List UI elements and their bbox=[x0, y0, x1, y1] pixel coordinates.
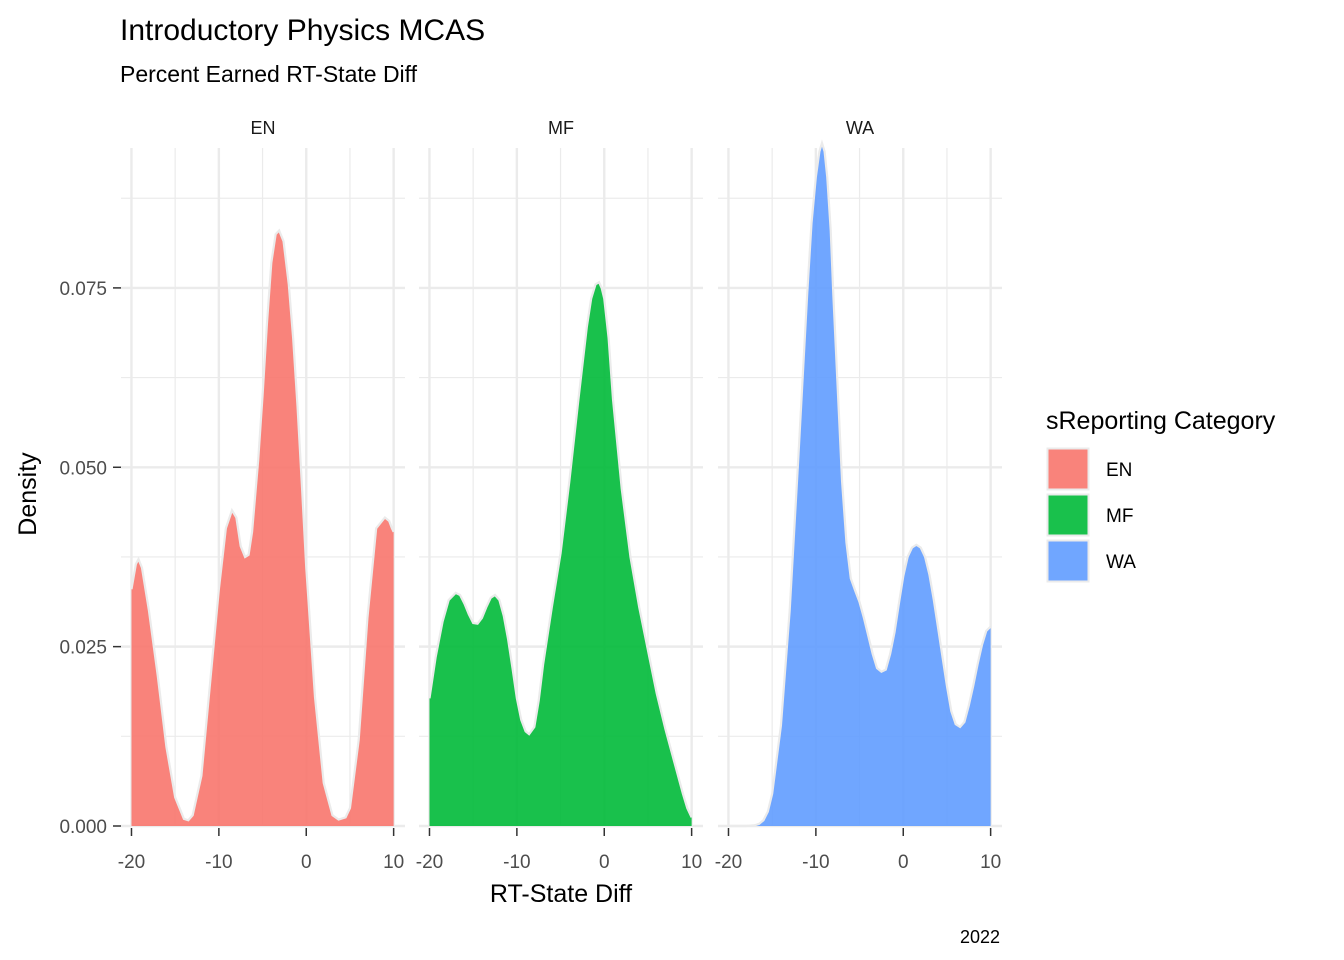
density-outline-en bbox=[130, 228, 395, 822]
density-outline-wa bbox=[728, 139, 992, 828]
legend-title: sReporting Category bbox=[1046, 407, 1276, 435]
chart-title: Introductory Physics MCAS bbox=[120, 14, 485, 47]
facet-panel-mf: MF -20 -10 0 10 bbox=[416, 118, 703, 873]
x-tick-label: 10 bbox=[383, 852, 404, 873]
legend-key-wa bbox=[1046, 539, 1090, 583]
y-tick-label: 0.025 bbox=[59, 638, 107, 659]
x-tick-label: 10 bbox=[681, 852, 702, 873]
x-tick-label: 0 bbox=[301, 852, 312, 873]
y-tick-label: 0.000 bbox=[59, 817, 107, 838]
x-tick-label: 0 bbox=[599, 852, 610, 873]
chart-subtitle: Percent Earned RT-State Diff bbox=[120, 61, 418, 87]
y-axis: 0.000 0.025 0.050 0.075 bbox=[59, 279, 121, 838]
x-tick-label: 0 bbox=[898, 852, 909, 873]
x-tick-label: -20 bbox=[118, 852, 145, 873]
x-tick-label: -10 bbox=[802, 852, 829, 873]
density-area-wa bbox=[728, 142, 991, 827]
x-tick-label: -10 bbox=[205, 852, 232, 873]
facet-strip-label: EN bbox=[250, 118, 275, 138]
legend-key-en bbox=[1046, 447, 1090, 491]
y-axis-label: Density bbox=[14, 452, 42, 536]
facet-strip-label: WA bbox=[846, 118, 874, 138]
x-tick-label: -20 bbox=[416, 852, 443, 873]
legend-label-en: EN bbox=[1106, 460, 1132, 481]
density-area-en bbox=[131, 230, 394, 826]
legend-label-wa: WA bbox=[1106, 552, 1136, 573]
x-tick-label: 10 bbox=[980, 852, 1001, 873]
facet-panel-en: EN -20 -10 0 10 bbox=[118, 118, 405, 873]
facet-panel-wa: WA -20 -10 0 10 bbox=[715, 118, 1002, 873]
facet-strip-label: MF bbox=[548, 118, 574, 138]
legend-key-mf bbox=[1046, 493, 1090, 537]
density-outline-mf bbox=[428, 280, 693, 818]
y-tick-label: 0.075 bbox=[59, 279, 107, 300]
x-tick-label: -20 bbox=[715, 852, 742, 873]
legend: sReporting Category EN MF WA bbox=[1046, 407, 1276, 583]
x-axis-label: RT-State Diff bbox=[490, 880, 632, 908]
x-tick-label: -10 bbox=[503, 852, 530, 873]
legend-label-mf: MF bbox=[1106, 506, 1133, 527]
caption: 2022 bbox=[960, 927, 1000, 947]
y-tick-label: 0.050 bbox=[59, 458, 107, 479]
